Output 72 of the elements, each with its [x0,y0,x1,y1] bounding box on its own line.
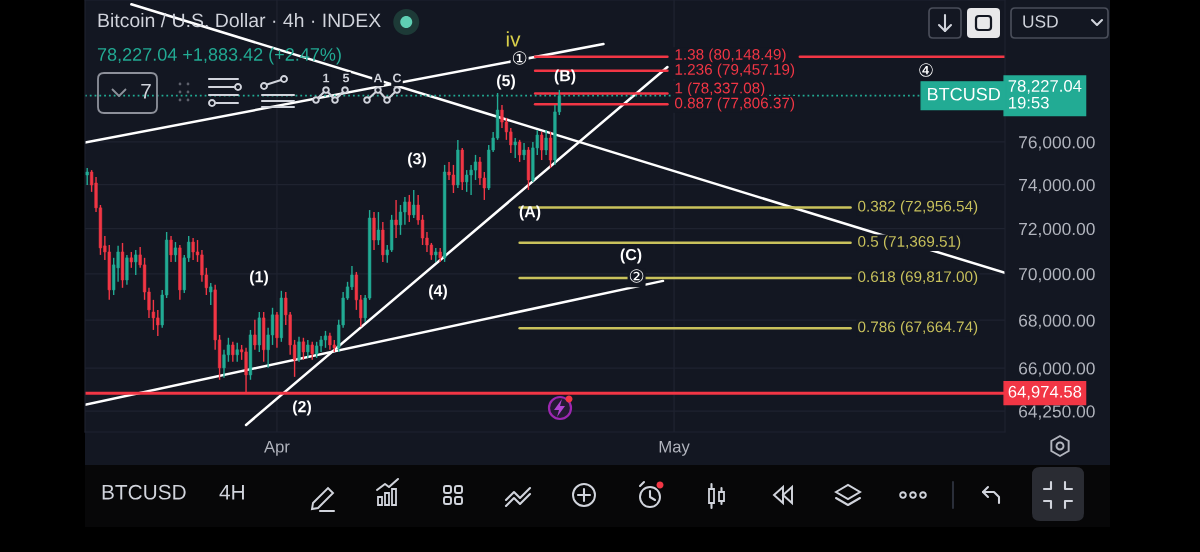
series-label: 1.236 (79,457.19) [675,63,795,78]
candlestick [469,164,473,196]
candlestick [394,199,398,239]
annotation: ④ [919,63,933,77]
candlestick [465,169,469,193]
candlestick [540,131,544,161]
annotation: (2) [293,400,311,416]
candlestick [297,336,301,363]
candlestick [403,196,407,226]
ref-line-label: 78,227.04 19:53 [1008,79,1082,109]
annotation: (1) [250,270,268,286]
candlestick [231,341,235,363]
text: USD [1023,15,1058,28]
annotation: (4) [429,284,447,300]
x-tick-label: Apr [264,440,290,456]
series-label: 0.5 (71,369.51) [858,235,961,250]
y-tick-label: 64,250.00 [1019,405,1095,420]
y-tick-label: 66,000.00 [1019,362,1095,377]
ref-line-label: 64,974.58 [1008,385,1082,400]
annotation: ① [512,51,527,65]
annotation: (A) [519,205,541,221]
candlestick [310,341,314,361]
candlestick [473,154,478,181]
candlestick [134,249,138,276]
text: 4H [219,485,244,500]
series-label: 1 (78,337.08) [675,82,765,97]
candlestick [191,237,195,261]
series-label: 1.38 (80,148.49) [675,48,786,63]
candlestick [301,337,306,361]
annotation: ② [629,269,644,283]
annotation: (C) [620,248,642,264]
annotation: 7 [141,84,151,99]
annotation: 5 [342,73,350,83]
candlestick [518,139,522,163]
annotation: iv [506,31,521,47]
annotation: 1 [323,73,330,83]
candlestick [478,156,482,186]
candlestick [173,241,178,263]
y-tick-label: 68,000.00 [1019,314,1095,329]
annotation: (3) [408,152,426,168]
candlestick [253,319,257,351]
annotation: BTCUSD [928,87,1000,101]
candlestick [451,164,456,194]
candlestick [125,254,129,286]
series-label: 0.786 (67,664.74) [858,321,978,336]
annotation: (B) [554,69,576,85]
candlestick [398,204,403,236]
candlestick [544,129,548,156]
candlestick [270,307,275,346]
text: BTCUSD [102,484,186,500]
series-label: 0.382 (72,956.54) [858,200,978,215]
candlestick [548,131,553,169]
series-label: 0.887 (77,806.37) [674,97,795,112]
candlestick [412,189,416,219]
candlestick [500,104,504,129]
annotation: A [373,73,383,83]
y-tick-label: 74,000.00 [1019,178,1095,194]
annotation: C [393,73,402,83]
candlestick [235,342,239,363]
x-tick-label: May [659,440,690,456]
y-tick-label: 76,000.00 [1019,136,1095,151]
candlestick [169,235,173,263]
annotation: (5) [497,74,515,90]
candlestick [372,211,376,251]
candlestick [275,311,279,349]
y-tick-label: 72,000.00 [1019,222,1095,238]
candlestick [513,137,517,159]
y-tick-label: 70,000.00 [1019,267,1095,283]
candlestick [209,282,213,306]
candlestick [376,211,381,246]
candlestick [407,194,411,223]
series-label: 0.618 (69,817.00) [858,270,978,286]
